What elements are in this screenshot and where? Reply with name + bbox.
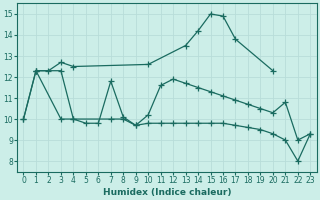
X-axis label: Humidex (Indice chaleur): Humidex (Indice chaleur) — [103, 188, 231, 197]
